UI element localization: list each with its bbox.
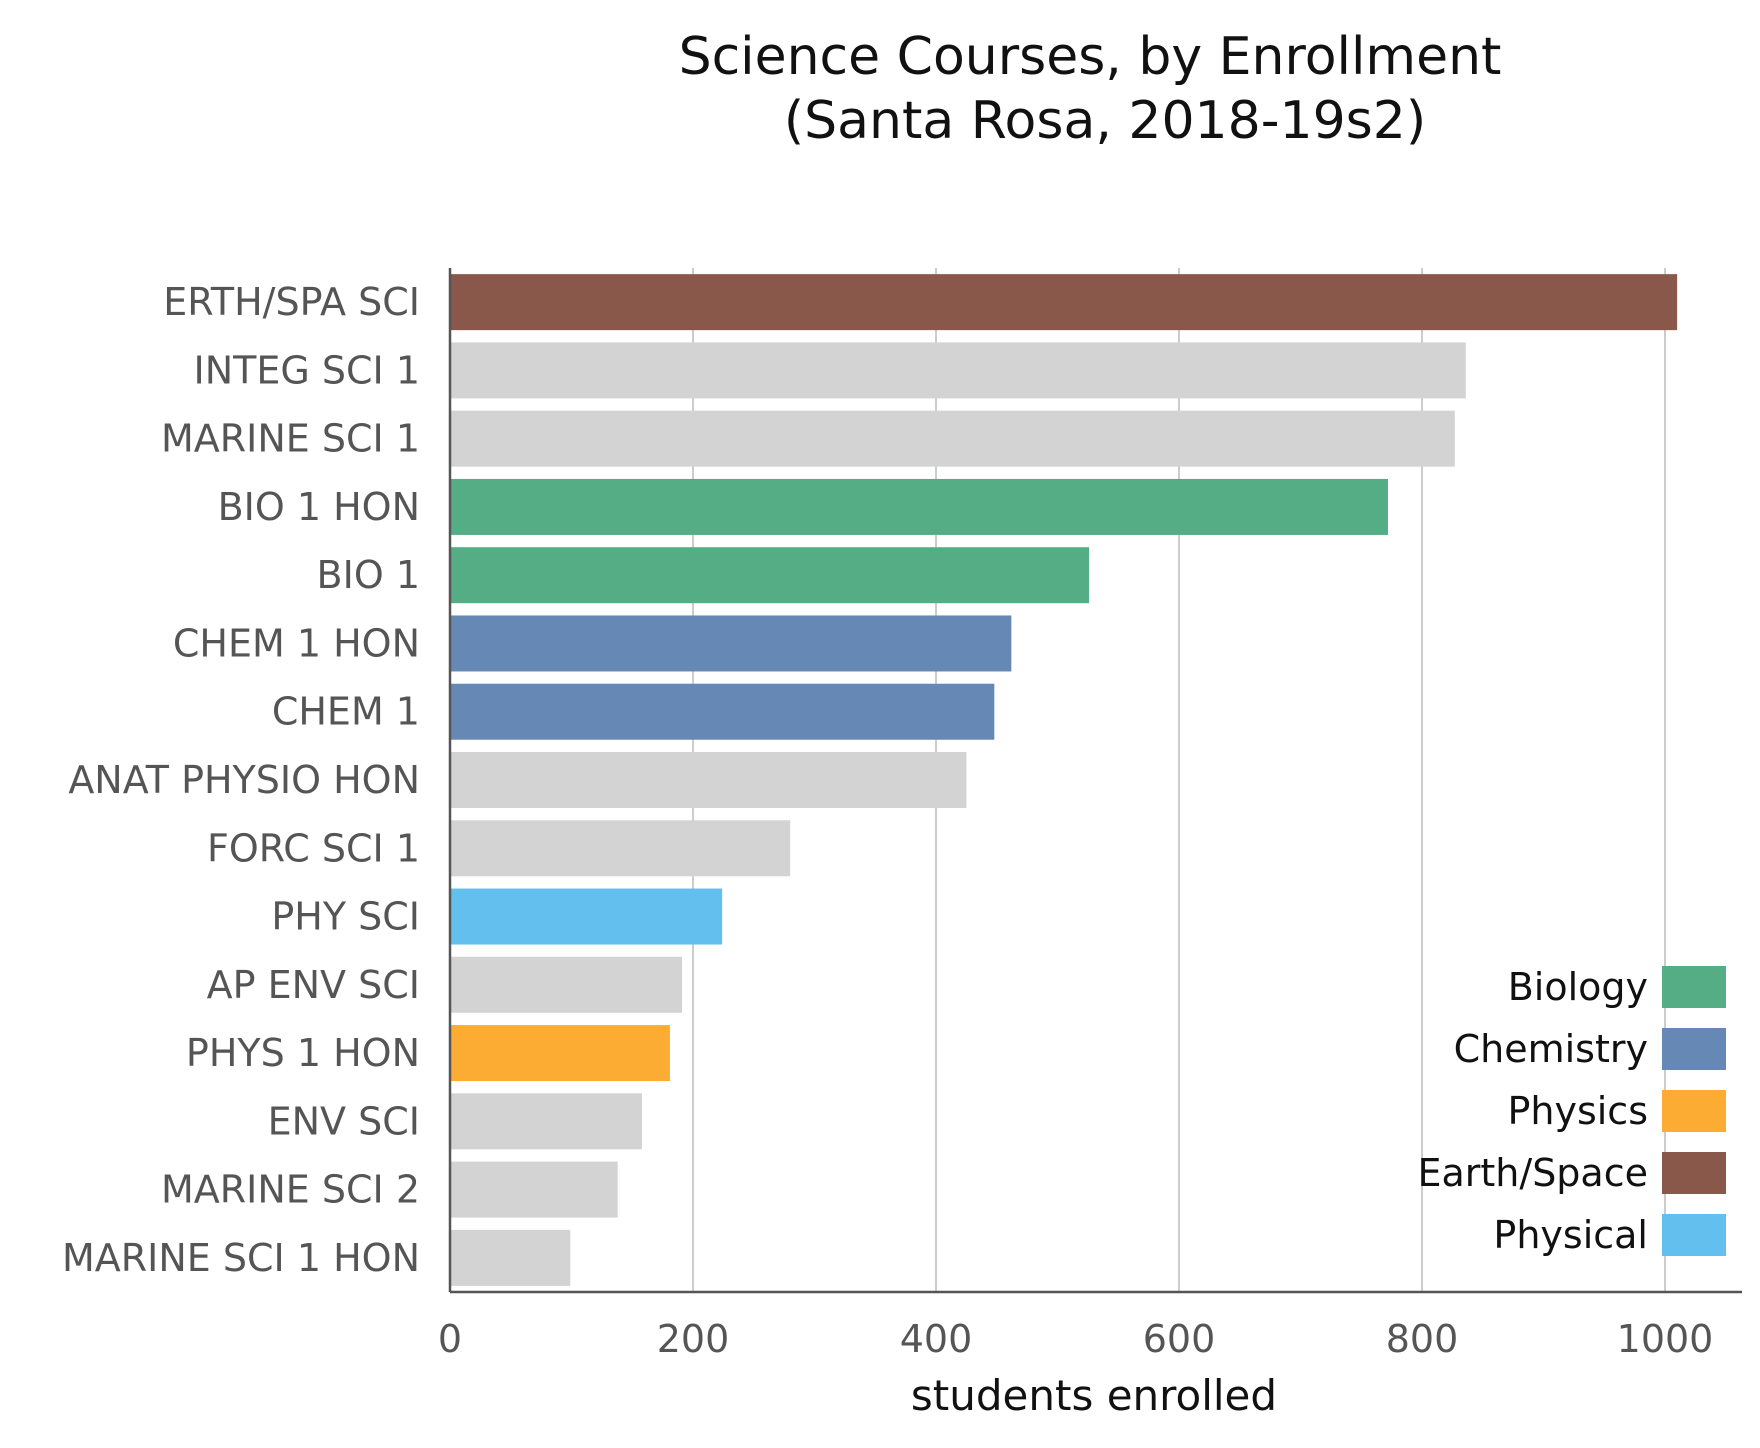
bar-13	[450, 1161, 618, 1218]
category-label-0: ERTH/SPA SCI	[163, 280, 420, 324]
x-tick-label-400: 400	[900, 1317, 973, 1361]
legend-swatch-0	[1662, 966, 1726, 1008]
bar-0	[450, 274, 1678, 331]
bar-14	[450, 1229, 571, 1286]
bar-6	[450, 683, 995, 740]
category-label-13: MARINE SCI 2	[161, 1168, 420, 1212]
x-tick-labels: 0 200 400 600 800 1000	[438, 1317, 1713, 1361]
legend: Biology Chemistry Physics Earth/Space Physic…	[1417, 965, 1726, 1257]
legend-swatch-1	[1662, 1028, 1726, 1070]
x-tick-label-0: 0	[438, 1317, 462, 1361]
bar-3	[450, 478, 1388, 535]
bar-1	[450, 342, 1466, 399]
legend-swatch-4	[1662, 1214, 1726, 1256]
legend-swatch-3	[1662, 1152, 1726, 1194]
legend-label-1: Chemistry	[1454, 1027, 1648, 1071]
bar-5	[450, 615, 1012, 672]
bar-11	[450, 1025, 670, 1082]
category-label-6: CHEM 1	[272, 690, 420, 734]
category-label-9: PHY SCI	[271, 895, 420, 939]
x-tick-label-200: 200	[657, 1317, 730, 1361]
legend-label-0: Biology	[1508, 965, 1648, 1009]
bar-7	[450, 752, 967, 808]
legend-label-4: Physical	[1493, 1213, 1648, 1257]
chart-title-line-2: (Santa Rosa, 2018-19s2)	[784, 91, 1426, 151]
category-labels: ERTH/SPA SCI INTEG SCI 1 MARINE SCI 1 BIO 1…	[62, 280, 420, 1280]
x-tick-label-1000: 1000	[1617, 1317, 1714, 1361]
category-label-4: BIO 1	[317, 553, 420, 597]
category-label-2: MARINE SCI 1	[161, 417, 420, 461]
chart-title-line-1: Science Courses, by Enrollment	[679, 27, 1502, 87]
bar-2	[450, 410, 1455, 467]
x-tick-label-800: 800	[1386, 1317, 1459, 1361]
bars	[450, 274, 1678, 1286]
legend-label-3: Earth/Space	[1417, 1151, 1648, 1195]
axes	[448, 268, 1742, 1294]
legend-swatch-2	[1662, 1090, 1726, 1132]
category-label-10: AP ENV SCI	[207, 963, 420, 1007]
category-label-3: BIO 1 HON	[218, 485, 420, 529]
x-tick-label-600: 600	[1143, 1317, 1216, 1361]
bar-8	[450, 820, 791, 877]
category-label-11: PHYS 1 HON	[186, 1031, 420, 1075]
bar-9	[450, 888, 723, 945]
category-label-5: CHEM 1 HON	[173, 621, 420, 665]
bar-10	[450, 956, 683, 1013]
bar-4	[450, 547, 1090, 604]
category-label-1: INTEG SCI 1	[194, 348, 421, 392]
category-label-14: MARINE SCI 1 HON	[62, 1236, 420, 1280]
x-axis-title: students enrolled	[911, 1371, 1277, 1420]
chart-title: Science Courses, by Enrollment (Santa Ro…	[679, 27, 1502, 151]
category-label-12: ENV SCI	[268, 1099, 420, 1143]
category-label-8: FORC SCI 1	[207, 826, 420, 870]
legend-label-2: Physics	[1507, 1089, 1648, 1133]
category-label-7: ANAT PHYSIO HON	[68, 758, 420, 802]
bar-12	[450, 1093, 642, 1150]
